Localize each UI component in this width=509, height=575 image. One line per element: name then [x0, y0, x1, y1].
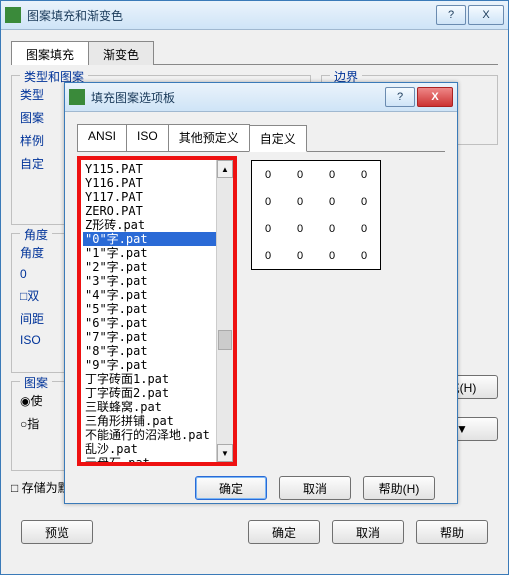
list-item[interactable]: 三联蜂窝.pat	[83, 400, 231, 414]
list-item[interactable]: 乱沙.pat	[83, 442, 231, 456]
preview-cell: 0	[252, 161, 284, 188]
list-item[interactable]: 丁字砖面2.pat	[83, 386, 231, 400]
tab-gradient[interactable]: 渐变色	[88, 41, 154, 65]
preview-cell: 0	[348, 215, 380, 242]
dialog-body: ANSI ISO 其他预定义 自定义 Y115.PATY116.PATY117.…	[65, 112, 457, 512]
preview-cell: 0	[252, 215, 284, 242]
list-item[interactable]: 三角形拼铺.pat	[83, 414, 231, 428]
preview-cell: 0	[316, 215, 348, 242]
list-item[interactable]: "4"字.pat	[83, 288, 231, 302]
list-item[interactable]: Z形砖.pat	[83, 218, 231, 232]
main-tabs: 图案填充 渐变色	[11, 40, 498, 65]
preview-cell: 0	[316, 242, 348, 269]
list-item[interactable]: "2"字.pat	[83, 260, 231, 274]
dialog-help-btn[interactable]: 帮助(H)	[363, 476, 435, 500]
preview-cell: 0	[316, 188, 348, 215]
main-title: 图案填充和渐变色	[27, 7, 436, 24]
list-item[interactable]: "6"字.pat	[83, 316, 231, 330]
scroll-thumb[interactable]	[218, 330, 232, 350]
scroll-down-icon[interactable]: ▼	[217, 444, 233, 462]
list-item[interactable]: ZERO.PAT	[83, 204, 231, 218]
list-item[interactable]: Y115.PAT	[83, 162, 231, 176]
main-cancel-button[interactable]: 取消	[332, 520, 404, 544]
main-help-button[interactable]: ?	[436, 5, 466, 25]
list-item[interactable]: 丁字砖面1.pat	[83, 372, 231, 386]
list-scrollbar[interactable]: ▲ ▼	[216, 160, 233, 462]
list-item[interactable]: "3"字.pat	[83, 274, 231, 288]
radio-use-label: 使	[30, 392, 42, 409]
list-item[interactable]: "1"字.pat	[83, 246, 231, 260]
list-item[interactable]: "7"字.pat	[83, 330, 231, 344]
tab-iso[interactable]: ISO	[126, 124, 169, 151]
list-item[interactable]: "0"字.pat	[83, 232, 231, 246]
list-item[interactable]: "8"字.pat	[83, 344, 231, 358]
dialog-title: 填充图案选项板	[91, 89, 385, 106]
preview-cell: 0	[252, 242, 284, 269]
preview-button[interactable]: 预览	[21, 520, 93, 544]
list-item[interactable]: "9"字.pat	[83, 358, 231, 372]
radio-use[interactable]: ◉	[20, 394, 30, 408]
preview-cell: 0	[348, 161, 380, 188]
preview-cell: 0	[348, 242, 380, 269]
main-ok-button[interactable]: 确定	[248, 520, 320, 544]
app-icon	[5, 7, 21, 23]
dialog-icon	[69, 89, 85, 105]
scroll-up-icon[interactable]: ▲	[217, 160, 233, 178]
radio-zhi-label: 指	[27, 415, 39, 432]
tab-ansi[interactable]: ANSI	[77, 124, 127, 151]
preview-cell: 0	[252, 188, 284, 215]
list-item[interactable]: 不能通行的沼泽地.pat	[83, 428, 231, 442]
tab-hatch[interactable]: 图案填充	[11, 41, 89, 65]
main-help-btn[interactable]: 帮助	[416, 520, 488, 544]
main-titlebar: 图案填充和渐变色 ? X	[1, 1, 508, 30]
list-item[interactable]: Y117.PAT	[83, 190, 231, 204]
pattern-preview: 0000000000000000	[251, 160, 381, 270]
dialog-tabs: ANSI ISO 其他预定义 自定义	[77, 124, 445, 152]
radio-zhi[interactable]: ○	[20, 417, 27, 431]
list-item[interactable]: 云母石.pat	[83, 456, 231, 466]
tab-other[interactable]: 其他预定义	[168, 124, 250, 151]
dialog-titlebar: 填充图案选项板 ? X	[65, 83, 457, 112]
group-title-angle: 角度	[20, 226, 52, 243]
list-item[interactable]: Y116.PAT	[83, 176, 231, 190]
preview-cell: 0	[284, 188, 316, 215]
group-title-pattern: 图案	[20, 374, 52, 391]
dialog-close-button[interactable]: X	[417, 87, 453, 107]
pattern-dialog: 填充图案选项板 ? X ANSI ISO 其他预定义 自定义 Y115.PATY…	[64, 82, 458, 504]
tab-custom[interactable]: 自定义	[249, 125, 307, 152]
pattern-list[interactable]: Y115.PATY116.PATY117.PATZERO.PATZ形砖.pat"…	[77, 156, 237, 466]
main-close-button[interactable]: X	[468, 5, 504, 25]
preview-cell: 0	[316, 161, 348, 188]
preview-cell: 0	[284, 161, 316, 188]
preview-cell: 0	[348, 188, 380, 215]
dialog-help-button[interactable]: ?	[385, 87, 415, 107]
dialog-cancel-button[interactable]: 取消	[279, 476, 351, 500]
preview-cell: 0	[284, 215, 316, 242]
list-item[interactable]: "5"字.pat	[83, 302, 231, 316]
preview-cell: 0	[284, 242, 316, 269]
dialog-ok-button[interactable]: 确定	[195, 476, 267, 500]
